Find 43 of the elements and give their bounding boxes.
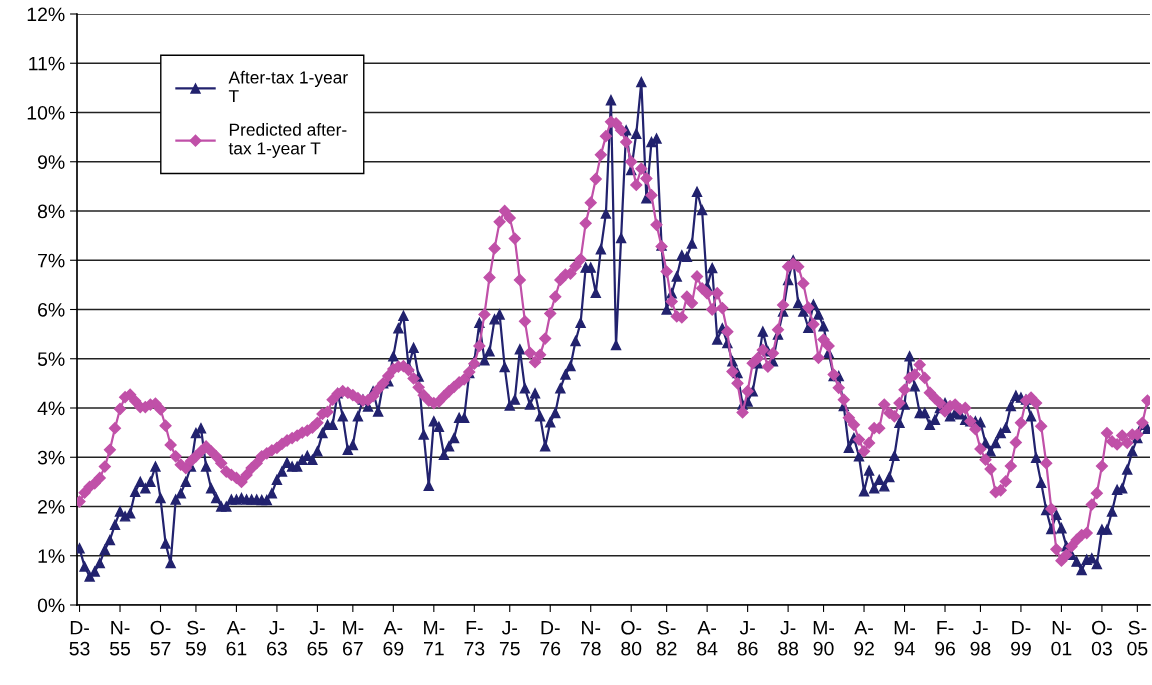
x-tick-label: S- 59 bbox=[185, 620, 206, 656]
y-tick-label: 10% bbox=[27, 105, 65, 120]
x-tick-label: J- 86 bbox=[737, 620, 758, 656]
x-tick-label: S- 05 bbox=[1127, 620, 1148, 656]
x-tick-label: M- 67 bbox=[343, 620, 364, 656]
y-tick-label: 3% bbox=[37, 450, 65, 465]
y-tick-label: 9% bbox=[38, 155, 65, 169]
x-tick-label: J- 63 bbox=[267, 620, 287, 656]
x-tick-label: A- 92 bbox=[854, 620, 874, 656]
x-tick-label: O- 80 bbox=[621, 620, 642, 656]
x-tick-label: O- 57 bbox=[150, 620, 171, 656]
y-tick-label: 0% bbox=[37, 598, 65, 613]
x-tick-label: S- 82 bbox=[656, 620, 677, 656]
y-tick-label: 11% bbox=[29, 56, 65, 71]
y-tick-label: 4% bbox=[37, 401, 65, 416]
x-tick-label: D- 99 bbox=[1011, 620, 1031, 656]
x-tick-label: M- 71 bbox=[424, 620, 445, 656]
x-tick-label: M- 90 bbox=[813, 620, 835, 656]
y-tick-label: 7% bbox=[38, 253, 65, 268]
x-tick-label: A- 69 bbox=[383, 620, 404, 656]
x-tick-label: D- 53 bbox=[69, 620, 90, 656]
y-tick-label: 12% bbox=[27, 7, 65, 22]
x-tick-label: N- 78 bbox=[580, 620, 601, 656]
x-tick-label: J- 98 bbox=[970, 620, 991, 656]
y-tick-label: 8% bbox=[37, 204, 65, 219]
x-tick-label: A- 84 bbox=[697, 620, 718, 656]
x-tick-label: N- 55 bbox=[109, 620, 131, 656]
legend-label: Predicted after- tax 1-year T bbox=[228, 123, 347, 158]
x-tick-label: D- 76 bbox=[540, 620, 561, 656]
x-tick-label: O- 03 bbox=[1091, 620, 1112, 656]
y-tick-label: 2% bbox=[38, 499, 65, 514]
legend-label: After-tax 1-year T bbox=[228, 70, 348, 103]
x-tick-label: F- 73 bbox=[464, 620, 485, 656]
x-tick-label: J- 88 bbox=[778, 620, 799, 656]
y-tick-label: 5% bbox=[37, 352, 65, 366]
x-tick-label: F- 96 bbox=[935, 620, 955, 656]
x-tick-label: M- 94 bbox=[894, 620, 915, 656]
y-tick-label: 6% bbox=[38, 302, 65, 317]
x-tick-label: J- 75 bbox=[499, 620, 520, 656]
x-tick-label: N- 01 bbox=[1051, 620, 1072, 656]
x-tick-label: J- 65 bbox=[307, 620, 328, 656]
y-tick-label: 1% bbox=[38, 549, 65, 563]
x-tick-label: A- 61 bbox=[226, 620, 247, 656]
